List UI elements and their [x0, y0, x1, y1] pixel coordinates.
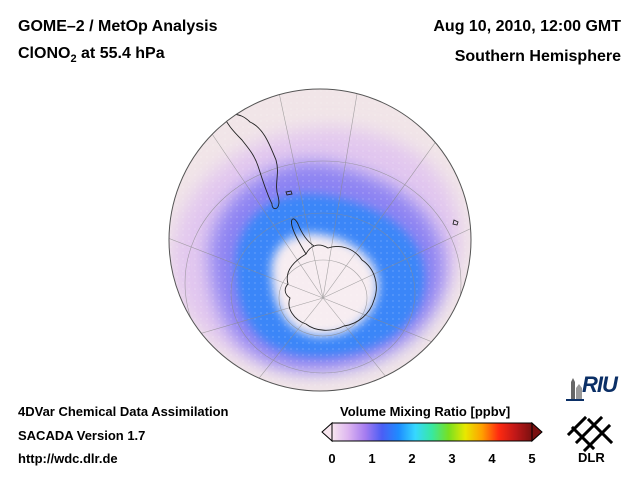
colorbar-tick: 1	[368, 451, 376, 466]
colorbar-tick: 4	[488, 451, 496, 466]
riu-observatory-icon	[566, 378, 584, 401]
version-label: SACADA Version 1.7	[18, 428, 146, 443]
grid-cell-texture	[169, 89, 471, 391]
colorbar-title: Volume Mixing Ratio [ppbv]	[340, 404, 511, 419]
dlr-logo-icon	[566, 415, 614, 453]
riu-logo: RIU	[582, 372, 618, 397]
colorbar-gradient	[331, 422, 533, 442]
colorbar-tick: 0	[328, 451, 336, 466]
colorbar-min-arrow	[321, 421, 333, 443]
graticule	[169, 89, 471, 391]
colorbar-tick: 2	[408, 451, 416, 466]
falkland-islands	[285, 190, 293, 196]
colorbar	[321, 421, 543, 443]
colorbar-max-arrow	[531, 421, 543, 443]
south-america-coastline	[218, 106, 280, 210]
sub-antarctic-island	[452, 219, 459, 226]
species-name: ClONO	[18, 45, 71, 62]
species-level-label: ClONO2 at 55.4 hPa	[18, 45, 165, 65]
coastlines	[218, 106, 469, 331]
method-label: 4DVar Chemical Data Assimilation	[18, 404, 229, 419]
antarctica-coastline	[284, 244, 377, 331]
website-url: http://wdc.dlr.de	[18, 451, 118, 466]
species-subscript: 2	[70, 53, 77, 66]
dlr-logo: DLR	[578, 450, 605, 465]
colorbar-tick: 3	[448, 451, 456, 466]
map-title: GOME–2 / MetOp Analysis	[18, 18, 218, 35]
colorbar-tick: 5	[528, 451, 536, 466]
hemisphere-globe-map	[168, 88, 472, 392]
pressure-level: at 55.4 hPa	[76, 45, 165, 62]
hemisphere-label: Southern Hemisphere	[454, 48, 621, 65]
globe-outline	[168, 88, 472, 392]
antarctic-peninsula	[291, 218, 315, 255]
analysis-datetime: Aug 10, 2010, 12:00 GMT	[433, 18, 621, 35]
